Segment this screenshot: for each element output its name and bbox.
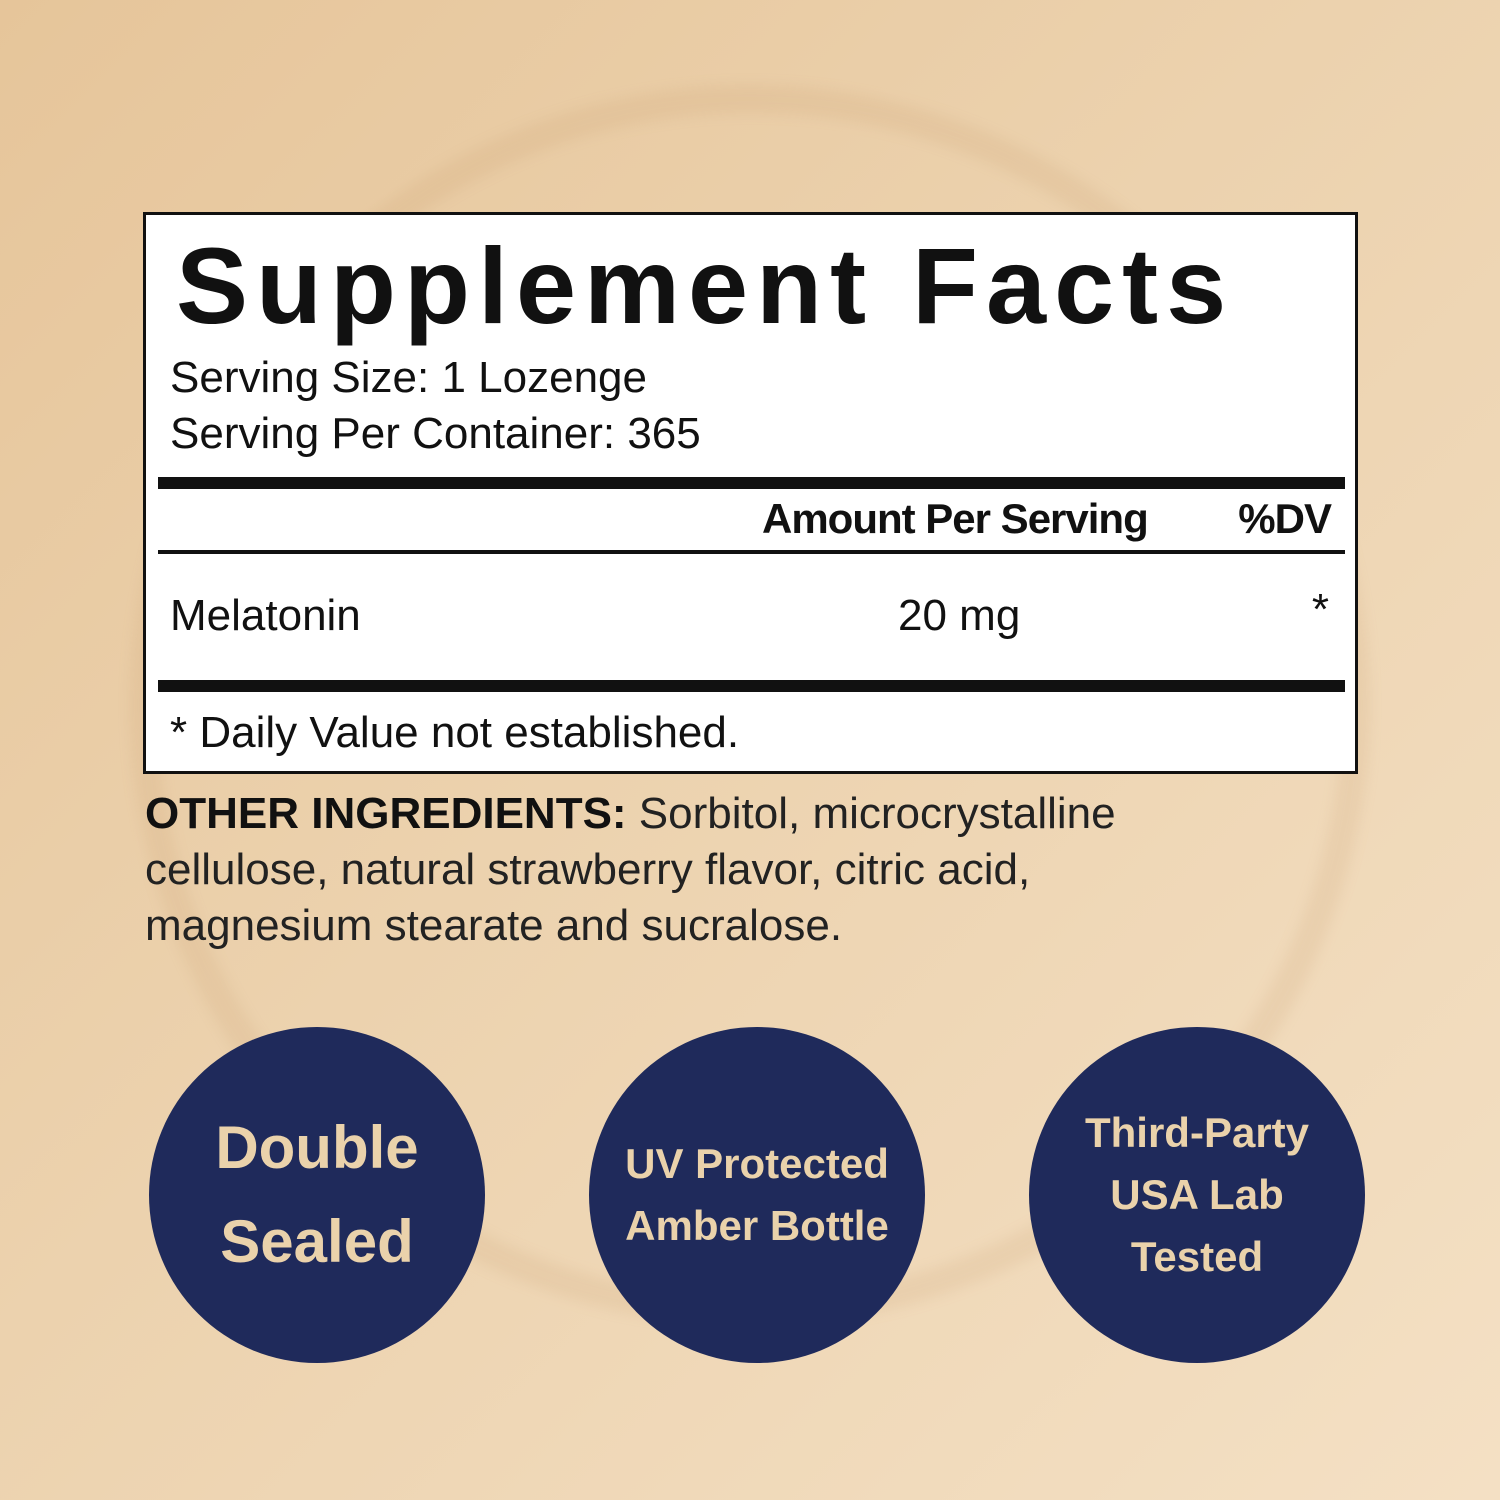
badge-line: USA Lab: [1110, 1171, 1284, 1218]
amount-header: Amount Per Serving: [762, 495, 1149, 542]
badge-line: Third-Party: [1084, 1109, 1310, 1156]
badge-line: Tested: [1130, 1233, 1264, 1280]
other-ingredients: OTHER INGREDIENTS: Sorbitol, microcrysta…: [145, 786, 1245, 954]
nutrient-dv: *: [1311, 585, 1329, 634]
thick-divider: [158, 477, 1345, 489]
other-ingredients-label: OTHER INGREDIENTS:: [145, 789, 627, 838]
badge-line: UV Protected: [625, 1140, 889, 1187]
supplement-facts-panel: Supplement Facts Serving Size: 1 Lozenge…: [143, 212, 1358, 774]
nutrient-name: Melatonin: [170, 591, 361, 640]
other-ingredients-text: Sorbitol, microcrystalline cellulose, na…: [145, 789, 1116, 950]
servings-per-container: Serving Per Container: 365: [170, 409, 701, 458]
thick-divider: [158, 680, 1345, 692]
thin-divider: [158, 550, 1345, 554]
badge-line: Amber Bottle: [625, 1202, 889, 1249]
footnote: * Daily Value not established.: [170, 708, 740, 757]
nutrient-amount: 20 mg: [898, 591, 1021, 640]
facts-title: Supplement Facts: [176, 225, 1235, 346]
dv-header: %DV: [1238, 495, 1332, 542]
badge-double-sealed: Double Sealed: [149, 1027, 485, 1363]
badge-line: Double: [215, 1114, 419, 1181]
badge-lab-tested: Third-Party USA Lab Tested: [1029, 1027, 1365, 1363]
serving-size: Serving Size: 1 Lozenge: [170, 353, 647, 402]
badge-uv-protected: UV Protected Amber Bottle: [589, 1027, 925, 1363]
badge-line: Sealed: [220, 1208, 414, 1275]
